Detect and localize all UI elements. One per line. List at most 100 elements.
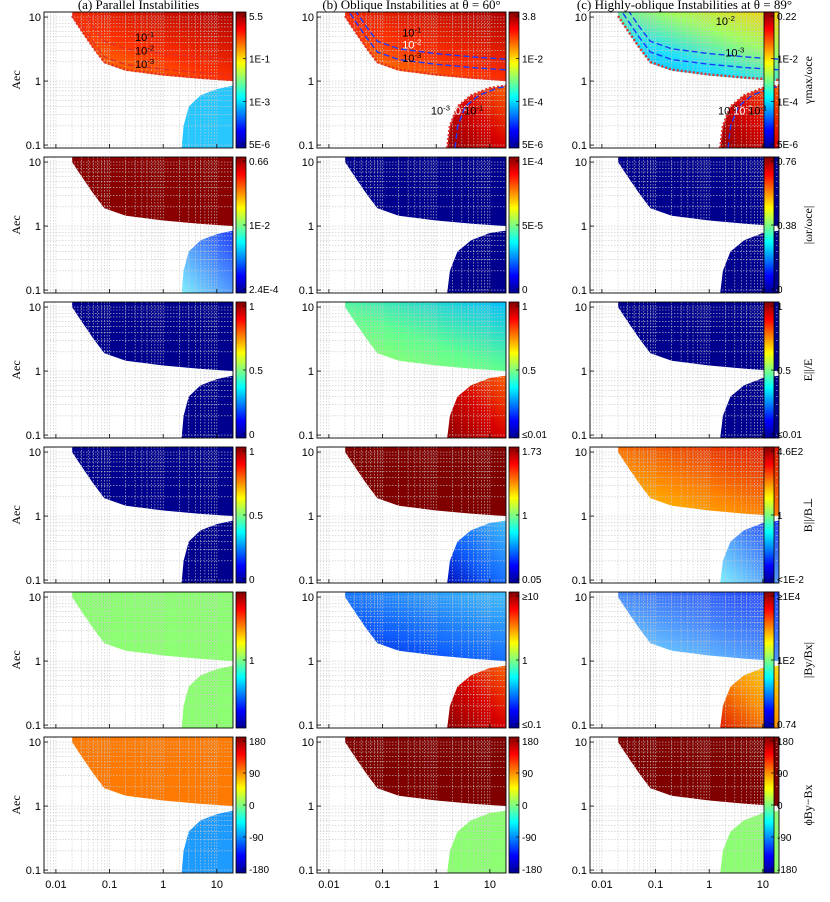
- y-tick-label: 0.1: [299, 285, 314, 297]
- colorbar-tick-label: 3.8: [522, 12, 536, 23]
- colorbar-tick-label: 1E-4: [522, 157, 544, 168]
- y-tick-label: 1: [581, 221, 587, 233]
- whistler-region: [181, 665, 233, 728]
- contour-value-label: 10-3: [135, 57, 154, 72]
- contour-line: [621, 12, 779, 71]
- panel-frame: [589, 591, 780, 729]
- contour-value-label: 10-1: [464, 103, 483, 118]
- y-tick-label: 0.1: [26, 865, 41, 877]
- y-tick-label: 0.1: [26, 140, 41, 152]
- contour-line: [71, 12, 233, 76]
- colorbar-tick-label: -180: [777, 865, 797, 876]
- contour-line: [344, 15, 506, 82]
- colorbar-tick-label: 180: [522, 737, 539, 748]
- x-tick-label: 1: [706, 879, 712, 891]
- colorbar-tick-label: 0: [777, 801, 783, 812]
- firehose-region: [317, 157, 506, 227]
- contour-value-label: 10-2: [733, 103, 752, 118]
- colorbar-tick-label: 1E2: [777, 656, 795, 667]
- y-tick-label: 1: [35, 76, 41, 88]
- colorbar-tick-label: 1: [522, 302, 528, 313]
- colorbar-tick-label: 90: [522, 769, 534, 780]
- colorbar-tick-label: 90: [777, 769, 789, 780]
- colorbar-tick-label: 1E-1: [249, 55, 271, 66]
- y-tick-label: 0.1: [572, 720, 587, 732]
- firehose-region: [590, 157, 779, 227]
- contour-value-label: 10-3: [402, 50, 421, 65]
- colorbar-tick-label: 1: [522, 511, 528, 522]
- y-tick-label: 10: [302, 737, 314, 749]
- y-tick-label: 0.1: [572, 575, 587, 587]
- panel-frame: [589, 11, 780, 149]
- y-axis-label: Aec: [9, 360, 23, 379]
- x-tick-label: 10: [484, 879, 496, 891]
- x-tick-label: 1: [433, 879, 439, 891]
- colorbar-tick-label: 180: [777, 737, 794, 748]
- contour-value-label: 10-1: [135, 30, 154, 45]
- y-tick-label: 1: [35, 511, 41, 523]
- y-tick-label: 0.1: [299, 575, 314, 587]
- colorbar-tick-label: 1E-3: [249, 97, 271, 108]
- y-tick-label: 10: [302, 157, 314, 169]
- y-axis-label: Aec: [9, 795, 23, 814]
- y-tick-label: 10: [575, 12, 587, 24]
- colorbar-tick-label: 0: [249, 430, 255, 441]
- colorbar-tick-label: 1: [249, 656, 255, 667]
- y-tick-label: 10: [29, 12, 41, 24]
- contour-value-label: 10-3: [431, 103, 450, 118]
- colorbar-tick-label: ≥1E4: [777, 592, 801, 603]
- y-tick-label: 1: [581, 511, 587, 523]
- y-axis-label: Aec: [9, 650, 23, 669]
- contour-value-label: 10-2: [402, 37, 421, 52]
- panel-frame: [589, 156, 780, 294]
- colorbar-tick-label: 1E-2: [249, 221, 271, 232]
- contour-lines: [71, 12, 779, 148]
- firehose-region: [317, 447, 506, 517]
- y-tick-label: 0.1: [26, 575, 41, 587]
- contour-line: [454, 86, 506, 148]
- y-tick-label: 1: [308, 366, 314, 378]
- whistler-region: [181, 810, 233, 873]
- x-tick-label: 10: [211, 879, 223, 891]
- x-tick-label: 0.01: [318, 879, 339, 891]
- panel-frame: [589, 446, 780, 584]
- firehose-region: [44, 12, 233, 82]
- colorbar-tick-label: 0.76: [777, 157, 797, 168]
- y-tick-label: 0.1: [299, 865, 314, 877]
- contour-value-label: 10-1: [748, 103, 767, 118]
- colorbar-tick-label: 0.74: [777, 720, 797, 731]
- colorbar-tick-label: ≤0.1: [522, 720, 542, 731]
- y-tick-label: 1: [308, 656, 314, 668]
- y-tick-label: 0.1: [299, 720, 314, 732]
- y-tick-label: 10: [575, 157, 587, 169]
- whistler-region: [181, 230, 233, 293]
- y-tick-label: 1: [581, 76, 587, 88]
- firehose-region: [590, 737, 779, 807]
- y-axis-label: Aec: [9, 215, 23, 234]
- colorbar-tick-label: -90: [249, 833, 264, 844]
- colorbar-tick-label: 0: [777, 285, 783, 296]
- contour-line: [617, 15, 779, 82]
- colorbar-tick-label: 180: [249, 737, 266, 748]
- panel-frame: [316, 591, 507, 729]
- colorbar-tick-label: 0.5: [777, 366, 791, 377]
- labels: (a) Parallel Instabilities (b) Oblique In…: [9, 0, 815, 891]
- y-tick-label: 10: [302, 592, 314, 604]
- colorbar-tick-label: 90: [249, 769, 261, 780]
- y-tick-label: 1: [35, 366, 41, 378]
- column-title: (a) Parallel Instabilities: [78, 0, 199, 12]
- panel-frame: [316, 301, 507, 439]
- contour-value-label: 10-3: [725, 45, 744, 60]
- firehose-region: [590, 592, 779, 662]
- colorbar-tick-label: 0: [249, 801, 255, 812]
- contour-line: [71, 15, 233, 82]
- colorbar: [508, 11, 520, 149]
- firehose-region: [590, 447, 779, 517]
- x-tick-label: 0.1: [102, 879, 117, 891]
- colorbar-tick-label: 5E-5: [522, 221, 544, 232]
- colorbar-tick-label: 0.66: [249, 157, 269, 168]
- x-tick-label: 1: [160, 879, 166, 891]
- firehose-region: [317, 592, 506, 662]
- region-fills: [44, 12, 779, 873]
